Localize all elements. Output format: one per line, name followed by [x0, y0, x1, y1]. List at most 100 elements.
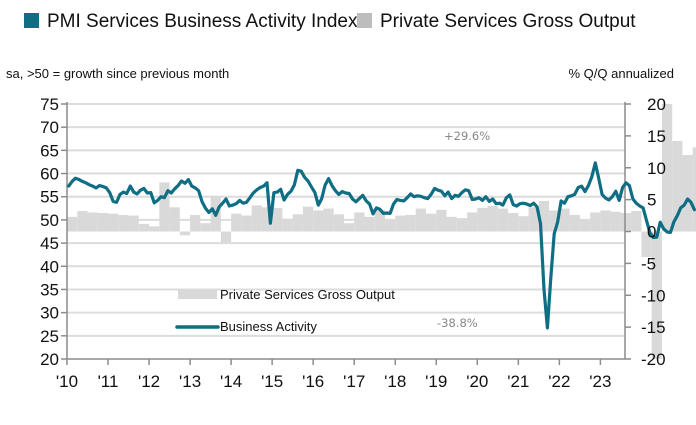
bar	[549, 210, 560, 232]
bar	[190, 214, 201, 232]
bar	[251, 205, 262, 232]
left-axis-tick-label: 50	[40, 211, 59, 230]
x-axis-tick-label: '11	[98, 372, 119, 391]
legend-label-pmi: PMI Services Business Activity Index	[47, 11, 358, 32]
annotations: +29.6% -38.8%	[437, 129, 490, 330]
x-axis-tick-label: '12	[138, 372, 160, 391]
axes	[61, 102, 631, 365]
bar	[508, 213, 519, 232]
bar	[313, 210, 324, 232]
bar	[384, 220, 396, 232]
bar	[87, 212, 98, 232]
left-axis-tick-label: 40	[40, 257, 59, 276]
annotation-plus-29-6: +29.6%	[444, 129, 490, 143]
bar	[631, 211, 642, 232]
bar	[590, 212, 601, 232]
left-axis-tick-label: 60	[40, 165, 59, 184]
x-axis-tick-label: '17	[343, 372, 365, 391]
tick-labels: 75706560555045403530252020151050-5-10-15…	[40, 95, 666, 391]
bar	[323, 208, 334, 232]
right-axis-tick-label: -20	[641, 350, 666, 369]
bar	[159, 182, 170, 232]
bar	[364, 216, 375, 232]
x-axis-tick-label: '19	[425, 372, 447, 391]
bar	[179, 231, 191, 236]
bar	[343, 223, 355, 232]
left-axis-tick-label: 75	[40, 95, 59, 114]
bar	[97, 213, 109, 232]
bar	[467, 212, 478, 232]
bar	[538, 200, 550, 232]
bar	[241, 215, 252, 232]
legend-pso: Private Services Gross Output	[357, 10, 636, 33]
bar	[395, 215, 406, 232]
bar	[518, 216, 529, 232]
bar	[569, 214, 580, 232]
left-axis-tick-label: 25	[40, 327, 59, 346]
bar	[610, 211, 621, 232]
legend-swatch-pmi	[24, 13, 39, 28]
bar	[354, 212, 365, 232]
inline-legend: Private Services Gross Output Business A…	[175, 287, 395, 334]
bar	[528, 207, 539, 232]
bar	[559, 208, 570, 232]
right-axis-tick-label: -5	[641, 254, 656, 273]
bar	[641, 231, 652, 257]
x-axis-tick-label: '22	[548, 372, 570, 391]
bar	[333, 214, 344, 232]
x-axis-tick-label: '10	[56, 372, 78, 391]
x-axis-tick-label: '20	[466, 372, 488, 391]
bar	[692, 147, 696, 232]
left-axis-tick-label: 65	[40, 141, 59, 160]
x-axis-tick-label: '18	[384, 372, 406, 391]
bar	[169, 207, 180, 232]
line-series-business-activity	[67, 161, 696, 330]
gridlines	[67, 103, 625, 337]
bar	[579, 220, 591, 232]
bar	[600, 210, 611, 232]
left-axis-tick-label: 35	[40, 280, 59, 299]
bar	[456, 218, 468, 232]
legend-swatch-pso	[357, 13, 372, 28]
x-axis-tick-label: '16	[302, 372, 324, 391]
business-activity-line	[67, 161, 696, 330]
bar	[138, 223, 150, 232]
bar	[118, 214, 129, 232]
left-axis-tick-label: 20	[40, 350, 59, 369]
bar	[302, 206, 314, 232]
inline-legend-line-label: Business Activity	[220, 319, 317, 334]
right-axis-subtitle: % Q/Q annualized	[568, 66, 674, 81]
left-axis-tick-label: 30	[40, 304, 59, 323]
x-axis-tick-label: '13	[179, 372, 201, 391]
bar	[405, 214, 416, 232]
bar	[292, 214, 303, 232]
bar	[77, 211, 88, 232]
right-axis-tick-label: 5	[647, 191, 656, 210]
x-axis-tick-label: '23	[589, 372, 611, 391]
bar	[67, 216, 78, 232]
left-axis-tick-label: 45	[40, 234, 59, 253]
bar	[231, 213, 242, 232]
right-axis-tick-label: -15	[641, 318, 666, 337]
bar	[415, 208, 427, 232]
bar	[261, 207, 273, 232]
bar	[651, 231, 662, 359]
x-axis-tick-label: '14	[220, 372, 242, 391]
x-axis-tick-label: '15	[261, 372, 283, 391]
bar	[200, 223, 211, 232]
left-axis-tick-label: 70	[40, 118, 59, 137]
bar	[682, 155, 693, 232]
bar	[497, 208, 509, 232]
bar	[661, 104, 673, 232]
bar	[477, 207, 488, 232]
left-axis-subtitle: sa, >50 = growth since previous month	[6, 66, 230, 81]
annotation-minus-38-8: -38.8%	[437, 316, 478, 330]
bar	[220, 231, 232, 243]
bar	[672, 140, 683, 232]
right-axis-tick-label: 20	[647, 95, 666, 114]
right-axis-tick-label: -10	[641, 286, 666, 305]
legend-pmi: PMI Services Business Activity Index	[24, 10, 364, 33]
bar	[149, 226, 160, 232]
inline-legend-bar-swatch	[178, 289, 217, 299]
